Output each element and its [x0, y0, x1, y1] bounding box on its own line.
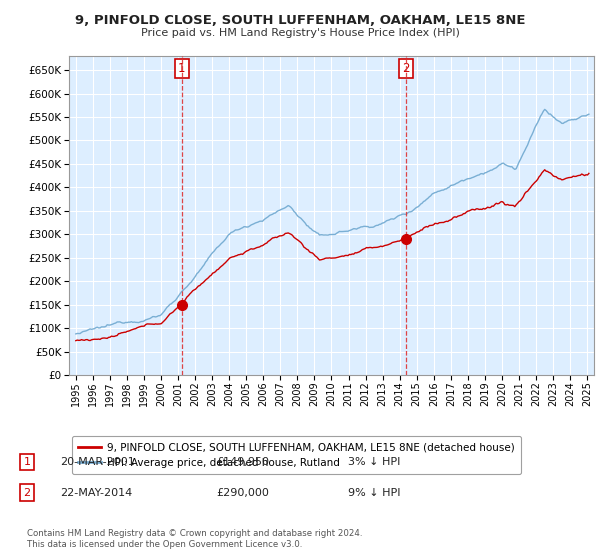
Text: 1: 1 [23, 457, 31, 467]
Text: Contains HM Land Registry data © Crown copyright and database right 2024.
This d: Contains HM Land Registry data © Crown c… [27, 529, 362, 549]
Text: 22-MAY-2014: 22-MAY-2014 [60, 488, 132, 498]
Text: 2: 2 [23, 488, 31, 498]
Text: £149,950: £149,950 [216, 457, 269, 467]
Text: 2: 2 [403, 62, 410, 75]
Legend: 9, PINFOLD CLOSE, SOUTH LUFFENHAM, OAKHAM, LE15 8NE (detached house), HPI: Avera: 9, PINFOLD CLOSE, SOUTH LUFFENHAM, OAKHA… [71, 436, 521, 474]
Text: 9% ↓ HPI: 9% ↓ HPI [348, 488, 401, 498]
Text: 20-MAR-2001: 20-MAR-2001 [60, 457, 135, 467]
Text: Price paid vs. HM Land Registry's House Price Index (HPI): Price paid vs. HM Land Registry's House … [140, 28, 460, 38]
Text: 1: 1 [178, 62, 185, 75]
Text: 3% ↓ HPI: 3% ↓ HPI [348, 457, 400, 467]
Text: 9, PINFOLD CLOSE, SOUTH LUFFENHAM, OAKHAM, LE15 8NE: 9, PINFOLD CLOSE, SOUTH LUFFENHAM, OAKHA… [75, 14, 525, 27]
Text: £290,000: £290,000 [216, 488, 269, 498]
